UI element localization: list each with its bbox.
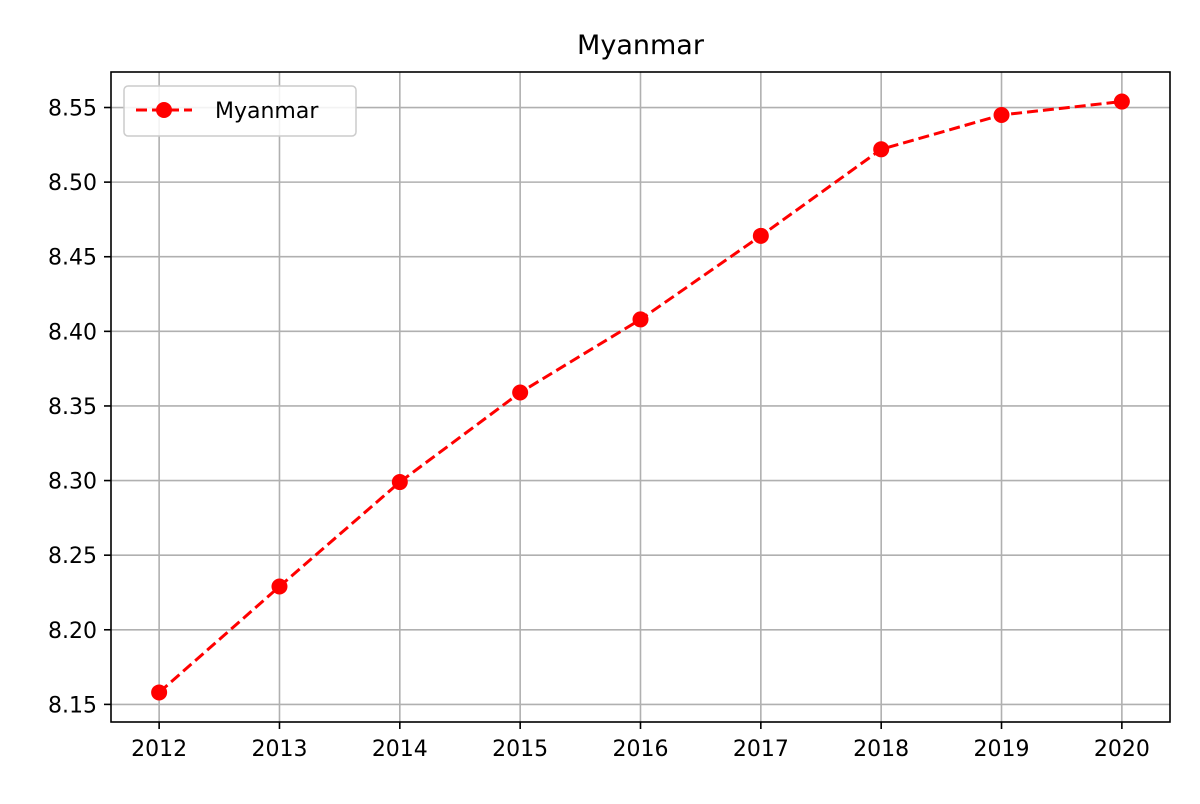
chart-title: Myanmar [577, 30, 705, 61]
y-tick-label: 8.35 [48, 395, 97, 420]
x-tick-label: 2019 [974, 737, 1030, 762]
legend-box [123, 85, 357, 137]
data-point [512, 384, 529, 401]
x-tick-label: 2017 [733, 737, 789, 762]
y-tick-label: 8.55 [48, 97, 97, 122]
y-tick-label: 8.50 [48, 171, 97, 196]
data-point [391, 474, 408, 491]
y-tick-label: 8.15 [48, 693, 97, 718]
x-tick-label: 2018 [853, 737, 909, 762]
grid [111, 72, 1170, 722]
x-tick-label: 2013 [251, 737, 307, 762]
data-point [1113, 93, 1130, 110]
x-tick-label: 2014 [372, 737, 428, 762]
legend: Myanmar [123, 85, 357, 137]
data-point [873, 141, 890, 158]
y-tick-label: 8.20 [48, 619, 97, 644]
y-axis-ticks: 8.15 8.20 8.25 8.30 8.35 8.40 8.45 8.50 8.55 [48, 97, 111, 718]
y-tick-label: 8.40 [48, 320, 97, 345]
data-point [271, 578, 288, 595]
y-tick-label: 8.30 [48, 470, 97, 495]
data-point [993, 106, 1010, 123]
data-point [151, 684, 168, 701]
x-tick-label: 2015 [492, 737, 548, 762]
y-tick-label: 8.45 [48, 246, 97, 271]
x-tick-label: 2016 [613, 737, 669, 762]
x-axis-ticks: 2012 2013 2014 2015 2016 2017 2018 2019 2020 [131, 722, 1150, 762]
series-layer [151, 93, 1130, 701]
x-tick-label: 2012 [131, 737, 187, 762]
y-tick-label: 8.25 [48, 544, 97, 569]
x-tick-label: 2020 [1094, 737, 1150, 762]
data-point [752, 227, 769, 244]
legend-label: Myanmar [215, 99, 319, 124]
legend-marker-sample [156, 102, 172, 118]
data-point [632, 311, 649, 328]
